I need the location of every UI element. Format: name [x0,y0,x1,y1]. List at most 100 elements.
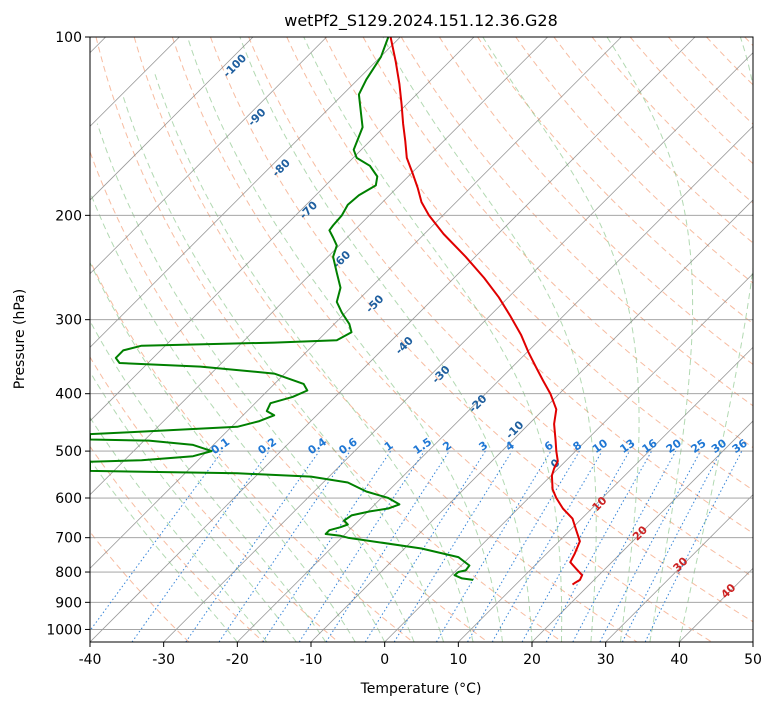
temperature-profile [389,37,584,586]
isotherm-label: -40 [393,334,416,357]
isotherm-label: -50 [363,292,386,315]
isotherm [237,125,753,642]
sounding-profiles [90,37,584,586]
isotherm [90,37,401,348]
isotherm-label: -100 [221,51,250,80]
isotherm [90,37,254,201]
moist-adiabat [90,370,297,642]
mixing-ratio-label: 13 [617,437,637,456]
dewpoint-profile [90,37,474,581]
mixing-ratio-line [218,450,351,642]
x-tick-label: -40 [79,652,102,668]
x-tick-label: 40 [670,652,688,668]
isotherm [90,37,327,275]
moist-adiabat [90,320,327,642]
mixing-ratio-label: 30 [709,436,729,456]
dry-adiabat [438,37,753,365]
isotherm [90,37,548,496]
isotherm [679,567,753,642]
x-tick-label: 30 [597,652,615,668]
isotherm [605,494,753,642]
dry-adiabat [133,37,638,642]
mixing-ratio-label: 0.4 [306,435,330,457]
mixing-ratio-line [545,450,653,642]
mixing-ratio-line [185,450,320,642]
dry-adiabat [90,356,339,642]
dry-adiabat [90,531,190,642]
isotherm-label: -80 [270,156,293,179]
x-tick-label: -20 [226,652,249,668]
isotherm [90,37,696,642]
y-tick-label: 100 [55,30,82,46]
mixing-ratio-line [521,450,630,642]
mixing-ratio-line [364,450,486,642]
mixing-ratio-line [90,450,223,632]
mixing-ratio-line [572,450,677,642]
mixing-ratio-label: 0.2 [256,435,279,457]
moist-adiabat [90,261,356,642]
x-axis-ticks: -40 -30 -20 -10 0 10 20 30 40 50 [79,642,762,668]
isotherm [384,273,753,642]
moist-adiabat [678,37,753,642]
mixing-ratio-label: 10 [590,436,610,456]
isotherm [531,420,753,642]
y-tick-label: 800 [55,565,82,581]
isotherm-label: -30 [429,363,452,386]
y-tick-label: 400 [55,387,82,403]
dry-adiabat [171,37,712,642]
dry-adiabat [210,37,753,623]
isotherm-label: -10 [503,418,526,441]
dry-adiabat [95,37,563,642]
moist-adiabat [239,37,533,642]
x-tick-label: 50 [744,652,762,668]
moist-adiabat [606,37,694,642]
dry-adiabat [591,37,753,204]
mixing-ratio-line [644,450,743,642]
dry-adiabat [400,37,753,407]
mixing-ratio-label: 36 [730,436,750,456]
isotherm-label: 10 [590,494,610,514]
mixing-ratio-label: 16 [640,436,660,456]
y-axis-ticks: 100 200 300 400 500 600 700 800 900 1000 [46,30,90,638]
dry-adiabat [286,37,753,534]
y-tick-label: 500 [55,444,82,460]
isotherm [458,346,753,642]
dry-adiabat [553,37,753,244]
mixing-ratio-label: 0.6 [336,435,360,457]
mixing-ratio-line [131,450,270,642]
y-tick-label: 200 [55,208,82,224]
y-axis-label: Pressure (hPa) [12,289,28,389]
mixing-ratio-labels: 0.1 0.2 0.4 0.6 1 1.5 2 3 4 6 8 10 13 16 20 25 30 36 [209,435,750,457]
x-tick-label: -30 [152,652,175,668]
moist-adiabat [90,416,268,642]
mixing-ratio-label: 1.5 [411,435,434,457]
mixing-ratio-label: 0.1 [209,435,232,457]
isotherm-label: 0 [548,456,563,471]
dry-adiabat [90,150,488,642]
mixing-ratio-label: 25 [689,436,709,455]
dry-adiabat [90,259,414,642]
dry-adiabat [706,37,753,86]
mixing-ratio-line [599,450,701,642]
y-tick-label: 900 [55,595,82,611]
isotherm-label: -90 [245,106,268,129]
moist-adiabat [482,37,640,642]
dry-adiabat [515,37,753,284]
isotherm [163,52,753,642]
mixing-ratio-line [325,450,450,642]
isotherm [752,641,753,642]
dry-adiabat [90,445,264,642]
isotherm-label: -70 [297,198,320,221]
dry-adiabat [744,37,753,47]
isotherm-label: 40 [718,581,738,601]
isotherm-label: -20 [466,392,489,415]
mixing-ratio-line [393,450,513,642]
x-tick-label: 10 [449,652,467,668]
x-axis-label: Temperature (°C) [360,681,482,697]
isotherm [90,37,622,569]
y-tick-label: 700 [55,531,82,547]
isotherm [310,199,753,642]
mixing-ratio-line [298,450,425,642]
moist-adiabat [96,123,415,642]
plot-frame [89,36,754,643]
